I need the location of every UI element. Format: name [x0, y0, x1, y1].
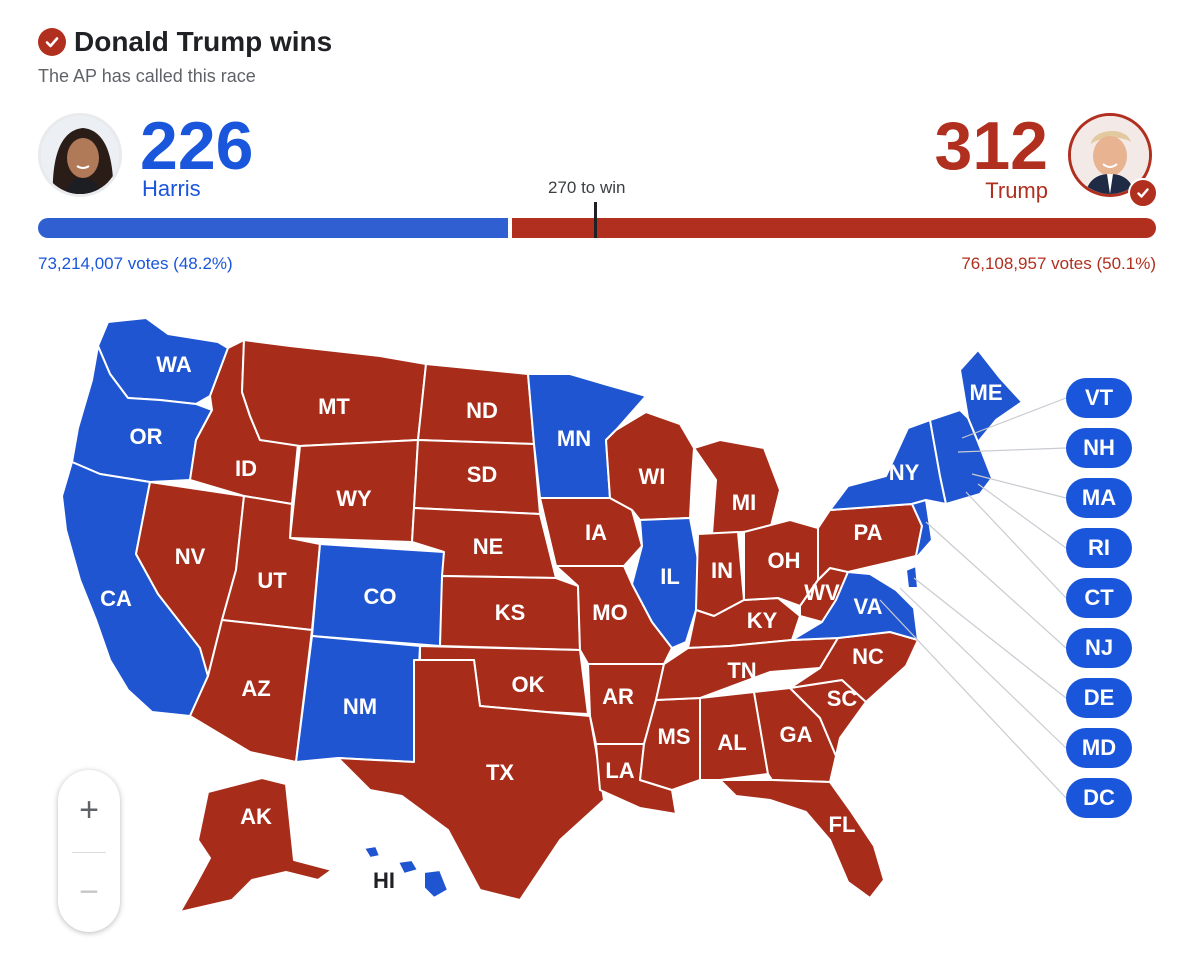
leader-line-ct [965, 491, 1067, 599]
zoom-divider [72, 852, 106, 853]
leader-line-de [913, 577, 1067, 699]
state-pill-nj[interactable]: NJ [1066, 628, 1132, 668]
electoral-vote-bar [38, 218, 1156, 238]
state-tx[interactable] [337, 659, 605, 901]
winner-check-icon [1128, 178, 1158, 208]
state-label-ga: GA [780, 722, 813, 747]
state-label-ut: UT [257, 568, 287, 593]
state-pill-ma[interactable]: MA [1066, 478, 1132, 518]
harris-avatar [38, 113, 122, 197]
leader-line-dc [879, 599, 1067, 799]
state-label-ca: CA [100, 586, 132, 611]
state-label-mi: MI [732, 490, 756, 515]
state-label-or: OR [130, 424, 163, 449]
leader-line-nh [957, 447, 1067, 453]
state-label-ne: NE [473, 534, 504, 559]
bar-gap [507, 218, 512, 238]
state-label-sc: SC [827, 686, 858, 711]
state-label-al: AL [717, 730, 746, 755]
state-label-wa: WA [156, 352, 192, 377]
state-label-id: ID [235, 456, 257, 481]
state-label-ms: MS [658, 724, 691, 749]
state-al[interactable] [699, 691, 769, 781]
state-label-wi: WI [639, 464, 666, 489]
harris-bar-segment [38, 218, 508, 238]
harris-electoral-votes: 226 [140, 108, 254, 184]
state-il[interactable] [631, 517, 699, 649]
state-label-nc: NC [852, 644, 884, 669]
state-mo[interactable] [555, 565, 673, 665]
state-label-nv: NV [175, 544, 206, 569]
leader-line-ri [977, 483, 1067, 549]
result-subtitle: The AP has called this race [38, 66, 256, 86]
state-label-ok: OK [512, 672, 545, 697]
state-label-nd: ND [466, 398, 498, 423]
state-label-ar: AR [602, 684, 634, 709]
state-label-fl: FL [829, 812, 856, 837]
state-pill-vt[interactable]: VT [1066, 378, 1132, 418]
state-pill-ct[interactable]: CT [1066, 578, 1132, 618]
win-threshold-marker [594, 202, 597, 238]
harris-name: Harris [142, 176, 201, 201]
zoom-in-button[interactable]: + [79, 790, 99, 829]
state-label-mt: MT [318, 394, 350, 419]
leader-line-vt [961, 397, 1067, 439]
state-label-ny: NY [889, 460, 920, 485]
zoom-control: + − [58, 770, 120, 932]
state-mi[interactable] [693, 439, 781, 535]
state-label-in: IN [711, 558, 733, 583]
state-label-pa: PA [854, 520, 883, 545]
leader-line-ma [971, 473, 1067, 499]
state-label-mo: MO [592, 600, 627, 625]
to-win-label: 270 to win [548, 178, 626, 197]
state-de[interactable] [905, 565, 919, 589]
result-header: Donald Trump wins The AP has called this… [38, 26, 332, 87]
state-nj[interactable] [911, 499, 933, 557]
trump-bar-segment [511, 218, 1156, 238]
state-label-mn: MN [557, 426, 591, 451]
trump-avatar [1068, 113, 1152, 197]
state-label-il: IL [660, 564, 680, 589]
state-pill-de[interactable]: DE [1066, 678, 1132, 718]
state-pill-dc[interactable]: DC [1066, 778, 1132, 818]
state-ak[interactable] [179, 777, 333, 913]
state-label-nm: NM [343, 694, 377, 719]
state-label-ia: IA [585, 520, 607, 545]
state-label-oh: OH [768, 548, 801, 573]
leader-line-nj [925, 521, 1067, 649]
harris-popular-vote: 73,214,007 votes (48.2%) [38, 254, 233, 273]
check-circle-icon [38, 28, 66, 56]
state-label-ks: KS [495, 600, 526, 625]
state-pill-nh[interactable]: NH [1066, 428, 1132, 468]
state-label-la: LA [605, 758, 634, 783]
state-label-tn: TN [727, 658, 756, 683]
leader-line-md [899, 587, 1067, 749]
state-label-tx: TX [486, 760, 514, 785]
trump-name: Trump [985, 178, 1048, 203]
trump-electoral-votes: 312 [934, 108, 1048, 184]
state-pill-md[interactable]: MD [1066, 728, 1132, 768]
zoom-out-button[interactable]: − [79, 872, 99, 911]
state-label-sd: SD [467, 462, 498, 487]
trump-popular-vote: 76,108,957 votes (50.1%) [961, 254, 1156, 273]
state-label-hi: HI [373, 868, 395, 893]
state-label-wv: WV [804, 580, 840, 605]
state-va[interactable] [791, 571, 919, 641]
state-fl[interactable] [719, 779, 885, 899]
state-label-wy: WY [336, 486, 372, 511]
state-pill-ri[interactable]: RI [1066, 528, 1132, 568]
state-hi[interactable] [363, 845, 449, 899]
state-label-az: AZ [241, 676, 270, 701]
state-label-ky: KY [747, 608, 778, 633]
state-label-me: ME [970, 380, 1003, 405]
result-title: Donald Trump wins [74, 26, 333, 57]
state-label-co: CO [364, 584, 397, 609]
state-label-ak: AK [240, 804, 272, 829]
state-label-va: VA [854, 594, 883, 619]
state-ne6[interactable] [929, 409, 993, 505]
